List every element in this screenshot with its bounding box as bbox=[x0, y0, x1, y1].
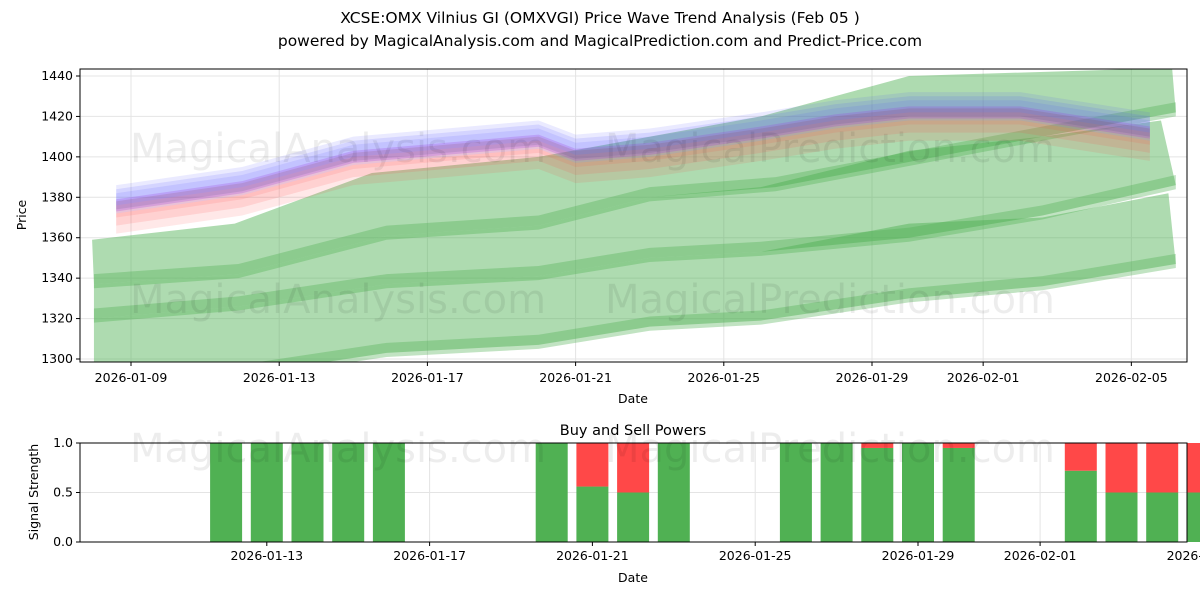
y-tick-label: 1.0 bbox=[53, 435, 73, 450]
buy-bar bbox=[332, 443, 365, 542]
prediction-band bbox=[116, 108, 1150, 210]
chart-title: XCSE:OMX Vilnius GI (OMXVGI) Price Wave … bbox=[340, 9, 860, 27]
green-band-lower bbox=[93, 193, 1176, 362]
prediction-band bbox=[116, 106, 1150, 212]
y-tick-label: 1380 bbox=[41, 189, 73, 204]
y-tick-label: 0.5 bbox=[53, 485, 73, 500]
green-band-upper-edge bbox=[93, 102, 1176, 289]
y-tick-label: 1300 bbox=[41, 351, 73, 366]
prediction-band bbox=[116, 92, 1150, 202]
watermark: MagicalAnalysis.com bbox=[130, 126, 546, 172]
prediction-band bbox=[116, 108, 1150, 218]
x-tick-label: 2026-01-25 bbox=[719, 548, 792, 563]
x-tick-label: 2026-01-17 bbox=[393, 548, 466, 563]
sell-bar bbox=[1186, 443, 1200, 493]
sell-bar bbox=[1105, 443, 1138, 493]
x-tick-label: 2026-02-05 bbox=[1167, 548, 1200, 563]
x-tick-label: 2026-01-17 bbox=[391, 370, 464, 385]
sell-bar bbox=[1064, 443, 1097, 471]
y-tick-label: 1320 bbox=[41, 311, 73, 326]
green-band-upper bbox=[92, 69, 1176, 285]
watermark: MagicalPrediction.com bbox=[605, 277, 1055, 323]
buy-bar bbox=[657, 443, 690, 542]
buy-bar bbox=[1146, 492, 1179, 542]
x-tick-label: 2026-01-13 bbox=[230, 548, 303, 563]
buy-bar bbox=[617, 492, 650, 542]
y-tick-label: 1440 bbox=[41, 68, 73, 83]
watermark: MagicalAnalysis.com bbox=[130, 426, 546, 472]
prediction-band bbox=[116, 112, 1150, 226]
x-tick-label: 2026-02-05 bbox=[1095, 370, 1168, 385]
x-tick-label: 2026-01-29 bbox=[882, 548, 955, 563]
buy-bar bbox=[820, 443, 853, 542]
plot-frame bbox=[79, 68, 1188, 363]
x-axis-label: Date bbox=[618, 391, 648, 406]
buy-bar bbox=[372, 443, 405, 542]
x-tick-label: 2026-01-21 bbox=[539, 370, 612, 385]
y-tick-label: 0.0 bbox=[53, 534, 73, 549]
watermark: MagicalAnalysis.com bbox=[130, 277, 546, 323]
sell-bar bbox=[861, 443, 894, 448]
buy-bar bbox=[1105, 492, 1138, 542]
sell-bar bbox=[576, 443, 609, 487]
buy-bar bbox=[576, 486, 609, 542]
y-axis-label: Signal Strength bbox=[26, 444, 41, 540]
x-axis-label: Date bbox=[618, 570, 648, 585]
chart-subtitle: powered by MagicalAnalysis.com and Magic… bbox=[277, 32, 923, 50]
price-plot: MagicalAnalysis.com MagicalPrediction.com… bbox=[80, 69, 1187, 362]
y-tick-label: 1420 bbox=[41, 108, 73, 123]
buy-bar bbox=[250, 443, 283, 542]
x-tick-label: 2026-01-25 bbox=[687, 370, 760, 385]
y-axis-label: Price bbox=[14, 199, 29, 230]
buy-bar bbox=[942, 447, 975, 542]
subplot-title: Buy and Sell Powers bbox=[560, 423, 706, 439]
buy-bar bbox=[1064, 470, 1097, 542]
sell-bar bbox=[1146, 443, 1179, 493]
y-tick-label: 1360 bbox=[41, 230, 73, 245]
x-tick-label: 2026-01-21 bbox=[556, 548, 629, 563]
buy-bar bbox=[779, 443, 812, 542]
x-tick-label: 2026-01-29 bbox=[836, 370, 909, 385]
buy-bar bbox=[210, 443, 243, 542]
buy-bar bbox=[902, 443, 934, 542]
prediction-band bbox=[116, 100, 1150, 214]
y-tick-label: 1400 bbox=[41, 149, 73, 164]
buy-bar bbox=[291, 443, 324, 542]
watermark: MagicalPrediction.com bbox=[605, 126, 1055, 172]
buy-bar bbox=[1186, 492, 1200, 542]
green-band-middle bbox=[93, 120, 1176, 319]
buy-bar bbox=[861, 447, 894, 542]
x-tick-label: 2026-01-13 bbox=[243, 370, 316, 385]
x-tick-label: 2026-01-09 bbox=[95, 370, 168, 385]
green-band-lower-edge bbox=[258, 253, 1176, 362]
green-band-middle-edge bbox=[93, 175, 1176, 323]
sell-bar bbox=[617, 443, 650, 493]
y-tick-label: 1340 bbox=[41, 270, 73, 285]
x-tick-label: 2026-02-01 bbox=[1004, 548, 1077, 563]
prediction-band bbox=[116, 120, 1150, 234]
buy-bar bbox=[535, 443, 568, 542]
watermark: MagicalPrediction.com bbox=[605, 426, 1055, 472]
prediction-band bbox=[116, 96, 1150, 206]
sell-bar bbox=[942, 443, 975, 448]
x-tick-label: 2026-02-01 bbox=[947, 370, 1020, 385]
signal-plot: MagicalAnalysis.com MagicalPrediction.com bbox=[80, 426, 1200, 543]
